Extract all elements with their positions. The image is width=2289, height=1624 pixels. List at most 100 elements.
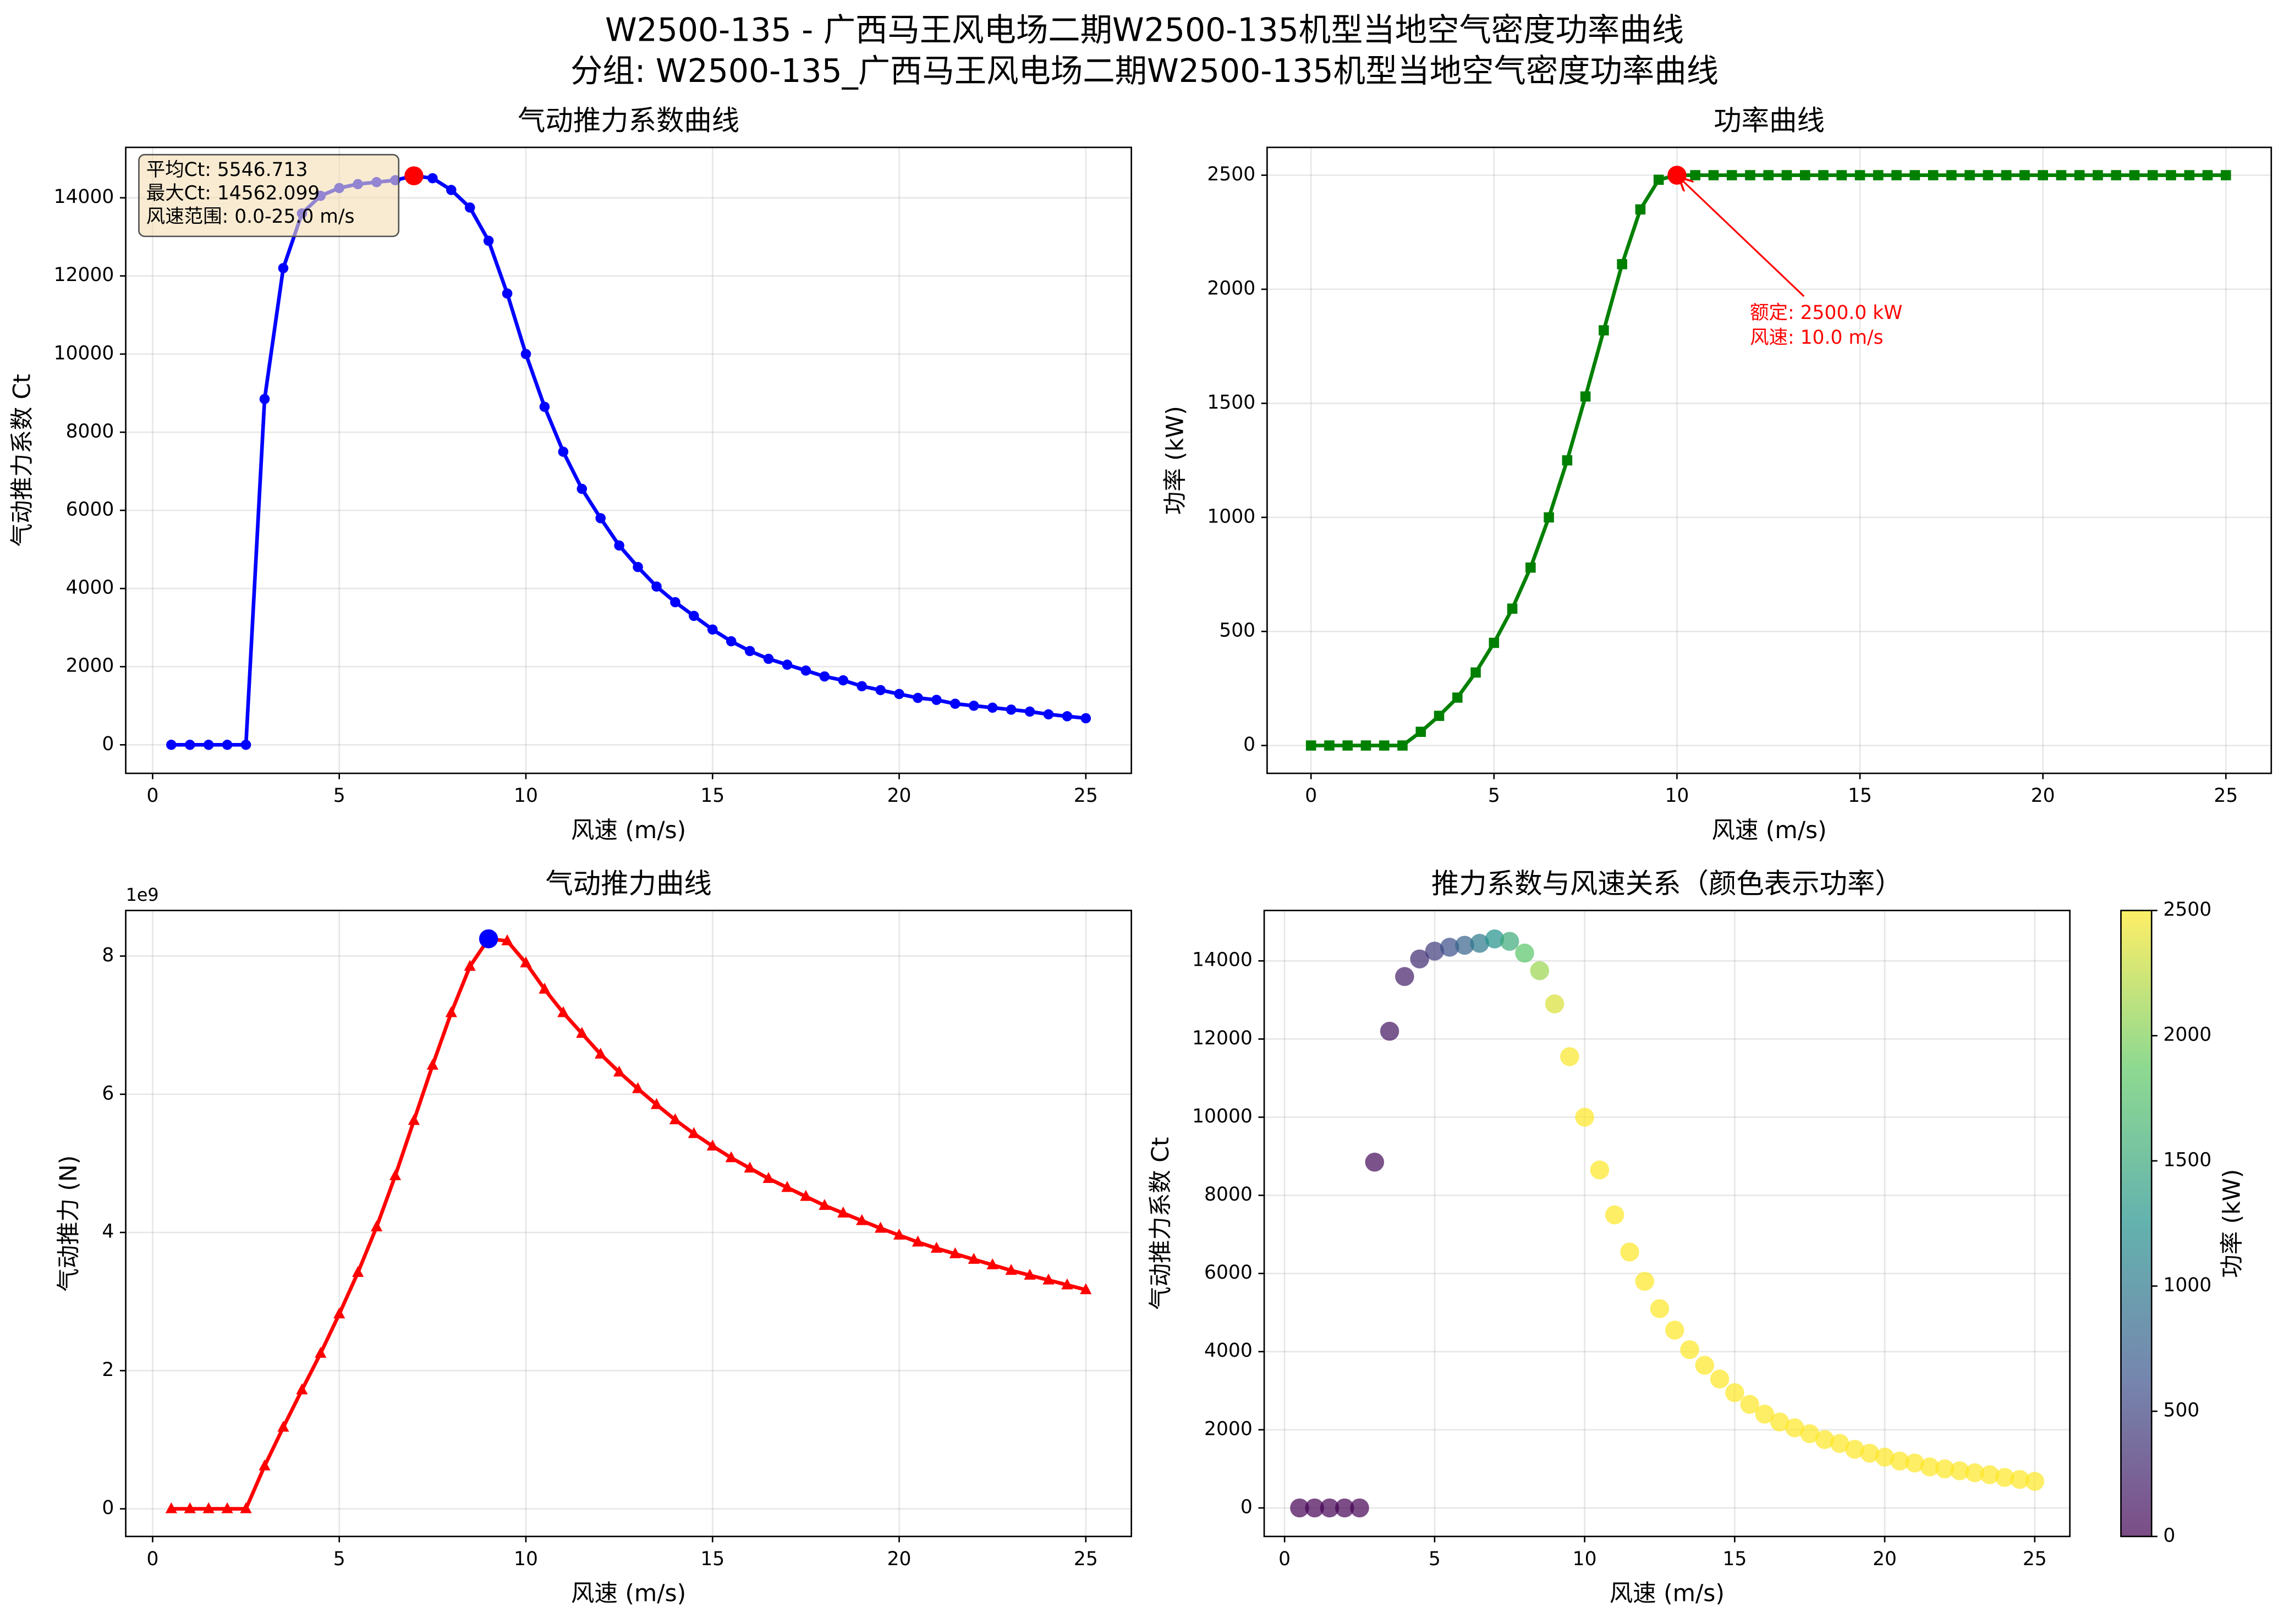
scatter-point — [1770, 1412, 1790, 1432]
data-point — [986, 1258, 998, 1270]
data-point — [184, 1502, 196, 1513]
scatter-point — [1965, 1463, 1984, 1483]
data-point — [502, 288, 513, 299]
data-point — [613, 1065, 625, 1077]
data-point — [2202, 170, 2213, 180]
x-tick-label: 0 — [146, 785, 158, 807]
scatter-point — [1455, 935, 1474, 955]
data-point — [1854, 170, 1865, 180]
x-tick-label: 15 — [700, 785, 724, 807]
colorbar-label: 功率 (kW) — [2219, 1169, 2246, 1278]
data-point — [501, 934, 513, 945]
data-point — [651, 581, 662, 592]
data-point — [1781, 170, 1792, 180]
y-axis-label: 气动推力系数 Ct — [9, 374, 36, 547]
scatter-point — [1350, 1498, 1369, 1518]
data-point — [1599, 325, 1609, 335]
scatter-point — [1560, 1047, 1579, 1066]
data-point — [930, 1241, 943, 1253]
data-point — [632, 1082, 644, 1093]
y-tick-label: 8000 — [1204, 1183, 1253, 1205]
plot-frame — [125, 146, 1132, 774]
y-tick-label: 0 — [102, 1497, 114, 1519]
data-point — [296, 1383, 308, 1395]
scatter-point — [1695, 1356, 1715, 1375]
data-point — [949, 1247, 961, 1258]
scatter-point — [1710, 1369, 1730, 1389]
y-tick-label: 2000 — [1204, 1418, 1253, 1440]
data-point — [2220, 170, 2231, 180]
data-point — [2166, 170, 2176, 180]
plot-area — [166, 170, 1091, 750]
y-tick-label: 6 — [102, 1082, 114, 1104]
y-tick-label: 12000 — [54, 264, 114, 286]
data-point — [913, 692, 923, 703]
data-point — [669, 1113, 682, 1125]
x-tick-label: 5 — [1488, 785, 1500, 807]
x-tick-label: 0 — [1278, 1548, 1291, 1570]
y-tick-label: 10000 — [1192, 1105, 1253, 1127]
data-point — [1635, 204, 1646, 215]
data-point — [856, 1214, 868, 1225]
scatter-point — [1980, 1465, 2000, 1484]
plot-area — [1290, 929, 2045, 1518]
data-point — [912, 1235, 924, 1247]
x-tick-label: 15 — [1848, 785, 1872, 807]
data-point — [1891, 170, 1902, 180]
scatter-point — [1635, 1271, 1654, 1291]
data-point — [558, 447, 569, 457]
y-tick-label: 14000 — [1192, 949, 1253, 971]
scatter-point — [1470, 934, 1489, 953]
data-point — [893, 1229, 905, 1240]
x-tick-label: 20 — [1873, 1548, 1897, 1570]
data-point — [670, 597, 680, 608]
colorbar — [2120, 910, 2153, 1538]
plot-frame — [125, 910, 1132, 1538]
data-point — [2093, 170, 2103, 180]
figure-subtitle: 分组: W2500-135_广西马王风电场二期W2500-135机型当地空气密度… — [570, 52, 1719, 90]
scatter-point — [1605, 1205, 1624, 1225]
x-tick-label: 25 — [2023, 1548, 2047, 1570]
data-point — [595, 1047, 607, 1059]
data-point — [539, 982, 551, 994]
x-tick-label: 20 — [887, 1548, 912, 1570]
data-point — [2001, 170, 2012, 180]
data-point — [875, 685, 886, 696]
data-point — [838, 675, 849, 686]
data-point — [1507, 603, 1518, 614]
info-text: 平均Ct: 5546.713 — [146, 159, 308, 181]
data-point — [539, 401, 550, 412]
data-point — [1024, 706, 1035, 717]
data-point — [762, 1172, 775, 1183]
subplot-title: 气动推力系数曲线 — [518, 104, 739, 136]
scatter-point — [1650, 1299, 1670, 1318]
annotation-text: 额定: 2500.0 kW — [1750, 302, 1902, 324]
y-axis-label: 气动推力 (N) — [56, 1155, 83, 1292]
data-point — [185, 740, 195, 750]
scatter-point — [1515, 943, 1534, 963]
x-tick-label: 25 — [1074, 785, 1098, 807]
data-point — [277, 1421, 289, 1432]
data-point — [1799, 170, 1810, 180]
annotation-text: 风速: 10.0 m/s — [1750, 327, 1883, 349]
data-point — [221, 1502, 233, 1513]
scatter-point — [1815, 1430, 1835, 1449]
data-point — [968, 1253, 980, 1264]
x-tick-label: 20 — [887, 785, 912, 807]
x-tick-label: 20 — [2031, 785, 2055, 807]
x-tick-label: 10 — [514, 785, 538, 807]
data-point — [1434, 711, 1445, 721]
data-point — [1415, 726, 1426, 737]
y-tick-label: 4000 — [66, 577, 114, 599]
scatter-point — [1830, 1434, 1849, 1453]
data-point — [222, 740, 233, 750]
scatter-point — [1575, 1108, 1594, 1127]
data-point — [1006, 704, 1017, 715]
y-tick-label: 1000 — [1207, 505, 1255, 527]
data-point — [464, 960, 476, 971]
scatter-point — [2025, 1472, 2045, 1491]
scatter-point — [1320, 1498, 1340, 1518]
data-point — [1061, 1278, 1073, 1290]
scatter-point — [2010, 1469, 2029, 1489]
